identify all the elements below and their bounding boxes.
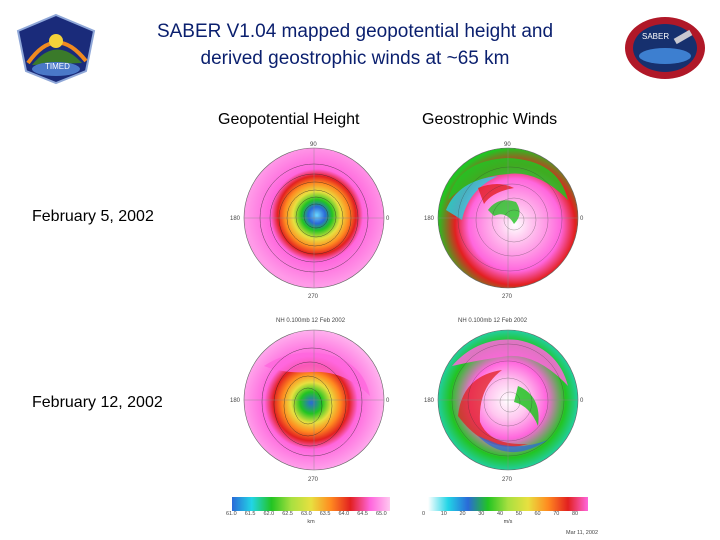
colorbar-tick-label: 70 xyxy=(553,511,560,517)
colorbar-tick-label: 10 xyxy=(440,511,447,517)
title-line-1: SABER V1.04 mapped geopotential height a… xyxy=(156,21,554,42)
map-label-90: 90 xyxy=(310,142,317,148)
colorbar-tick-label: 63.0 xyxy=(301,511,312,517)
map-caption: NH 0.100mb 12 Feb 2002 xyxy=(276,318,346,324)
map-label-180: 180 xyxy=(230,398,241,404)
geopotential-map-feb5: 90 180 0 270 NH 0.100mb 12 Feb 2002 xyxy=(230,142,390,324)
row-label-feb12: February 12, 2002 xyxy=(32,394,163,411)
colorbar-tick-label: 80 xyxy=(572,511,579,517)
map-label-0: 0 xyxy=(580,398,584,404)
saber-logo: SABER xyxy=(624,16,706,80)
saber-logo-text: SABER xyxy=(642,32,670,41)
geopotential-map-feb12: 180 0 270 xyxy=(230,329,390,483)
map-label-0: 0 xyxy=(386,216,390,222)
column-header-geopotential: Geopotential Height xyxy=(218,111,360,128)
title-line-2: derived geostrophic winds at ~65 km xyxy=(200,48,510,69)
map-label-270: 270 xyxy=(308,294,319,300)
slide-title: SABER V1.04 mapped geopotential height a… xyxy=(100,18,610,72)
map-label-0: 0 xyxy=(386,398,390,404)
colorbar-tick-label: 61.5 xyxy=(244,511,256,517)
colorbar-strip xyxy=(232,497,390,511)
colorbar-tick-label: 60 xyxy=(534,511,541,517)
winds-map-feb12: 180 0 270 xyxy=(424,329,584,483)
map-label-270: 270 xyxy=(502,477,513,483)
winds-colorbar: 0 10 20 30 40 50 60 70 80 m/s xyxy=(422,497,588,525)
timed-logo-text: TIMED xyxy=(45,62,70,71)
map-label-180: 180 xyxy=(424,398,435,404)
colorbar-tick-label: 64.0 xyxy=(338,511,350,517)
colorbar-tick-label: 30 xyxy=(478,511,485,517)
map-label-0: 0 xyxy=(580,216,584,222)
colorbar-tick-label: 65.0 xyxy=(376,511,387,517)
colorbar-tick-label: 64.5 xyxy=(357,511,368,517)
colorbar-tick-label: 61.0 xyxy=(226,511,237,517)
colorbar-ticks: 0 10 20 30 40 50 60 70 80 xyxy=(422,511,588,519)
map-label-90: 90 xyxy=(504,142,511,148)
colorbar-tick-label: 62.0 xyxy=(263,511,275,517)
colorbar-tick-label: 63.5 xyxy=(319,511,331,517)
colorbar-unit: m/s xyxy=(503,519,513,525)
map-label-180: 180 xyxy=(424,216,435,222)
colorbar-tick-label: 20 xyxy=(459,511,466,517)
map-label-270: 270 xyxy=(308,477,319,483)
colorbar-unit: km xyxy=(307,519,315,525)
colorbar-strip xyxy=(428,497,588,511)
colorbar-tick-label: 0 xyxy=(422,511,426,517)
winds-map-feb5: 90 180 0 270 NH 0.100mb 12 Feb 2002 xyxy=(424,142,584,324)
row-label-feb5: February 5, 2002 xyxy=(32,208,154,225)
colorbar-tick-label: 62.5 xyxy=(282,511,293,517)
footer-date: Mar 11, 2002 xyxy=(566,530,599,536)
map-caption: NH 0.100mb 12 Feb 2002 xyxy=(458,318,528,324)
colorbar-tick-label: 50 xyxy=(515,511,522,517)
timed-logo: TIMED xyxy=(14,13,98,85)
height-colorbar: 61.0 61.5 62.0 62.5 63.0 63.5 64.0 64.5 65.0 km xyxy=(226,497,390,525)
column-header-winds: Geostrophic Winds xyxy=(422,111,558,128)
colorbar-ticks: 61.0 61.5 62.0 62.5 63.0 63.5 64.0 64.5 65.0 xyxy=(226,511,390,519)
map-label-180: 180 xyxy=(230,216,241,222)
colorbar-tick-label: 40 xyxy=(497,511,504,517)
map-label-270: 270 xyxy=(502,294,513,300)
